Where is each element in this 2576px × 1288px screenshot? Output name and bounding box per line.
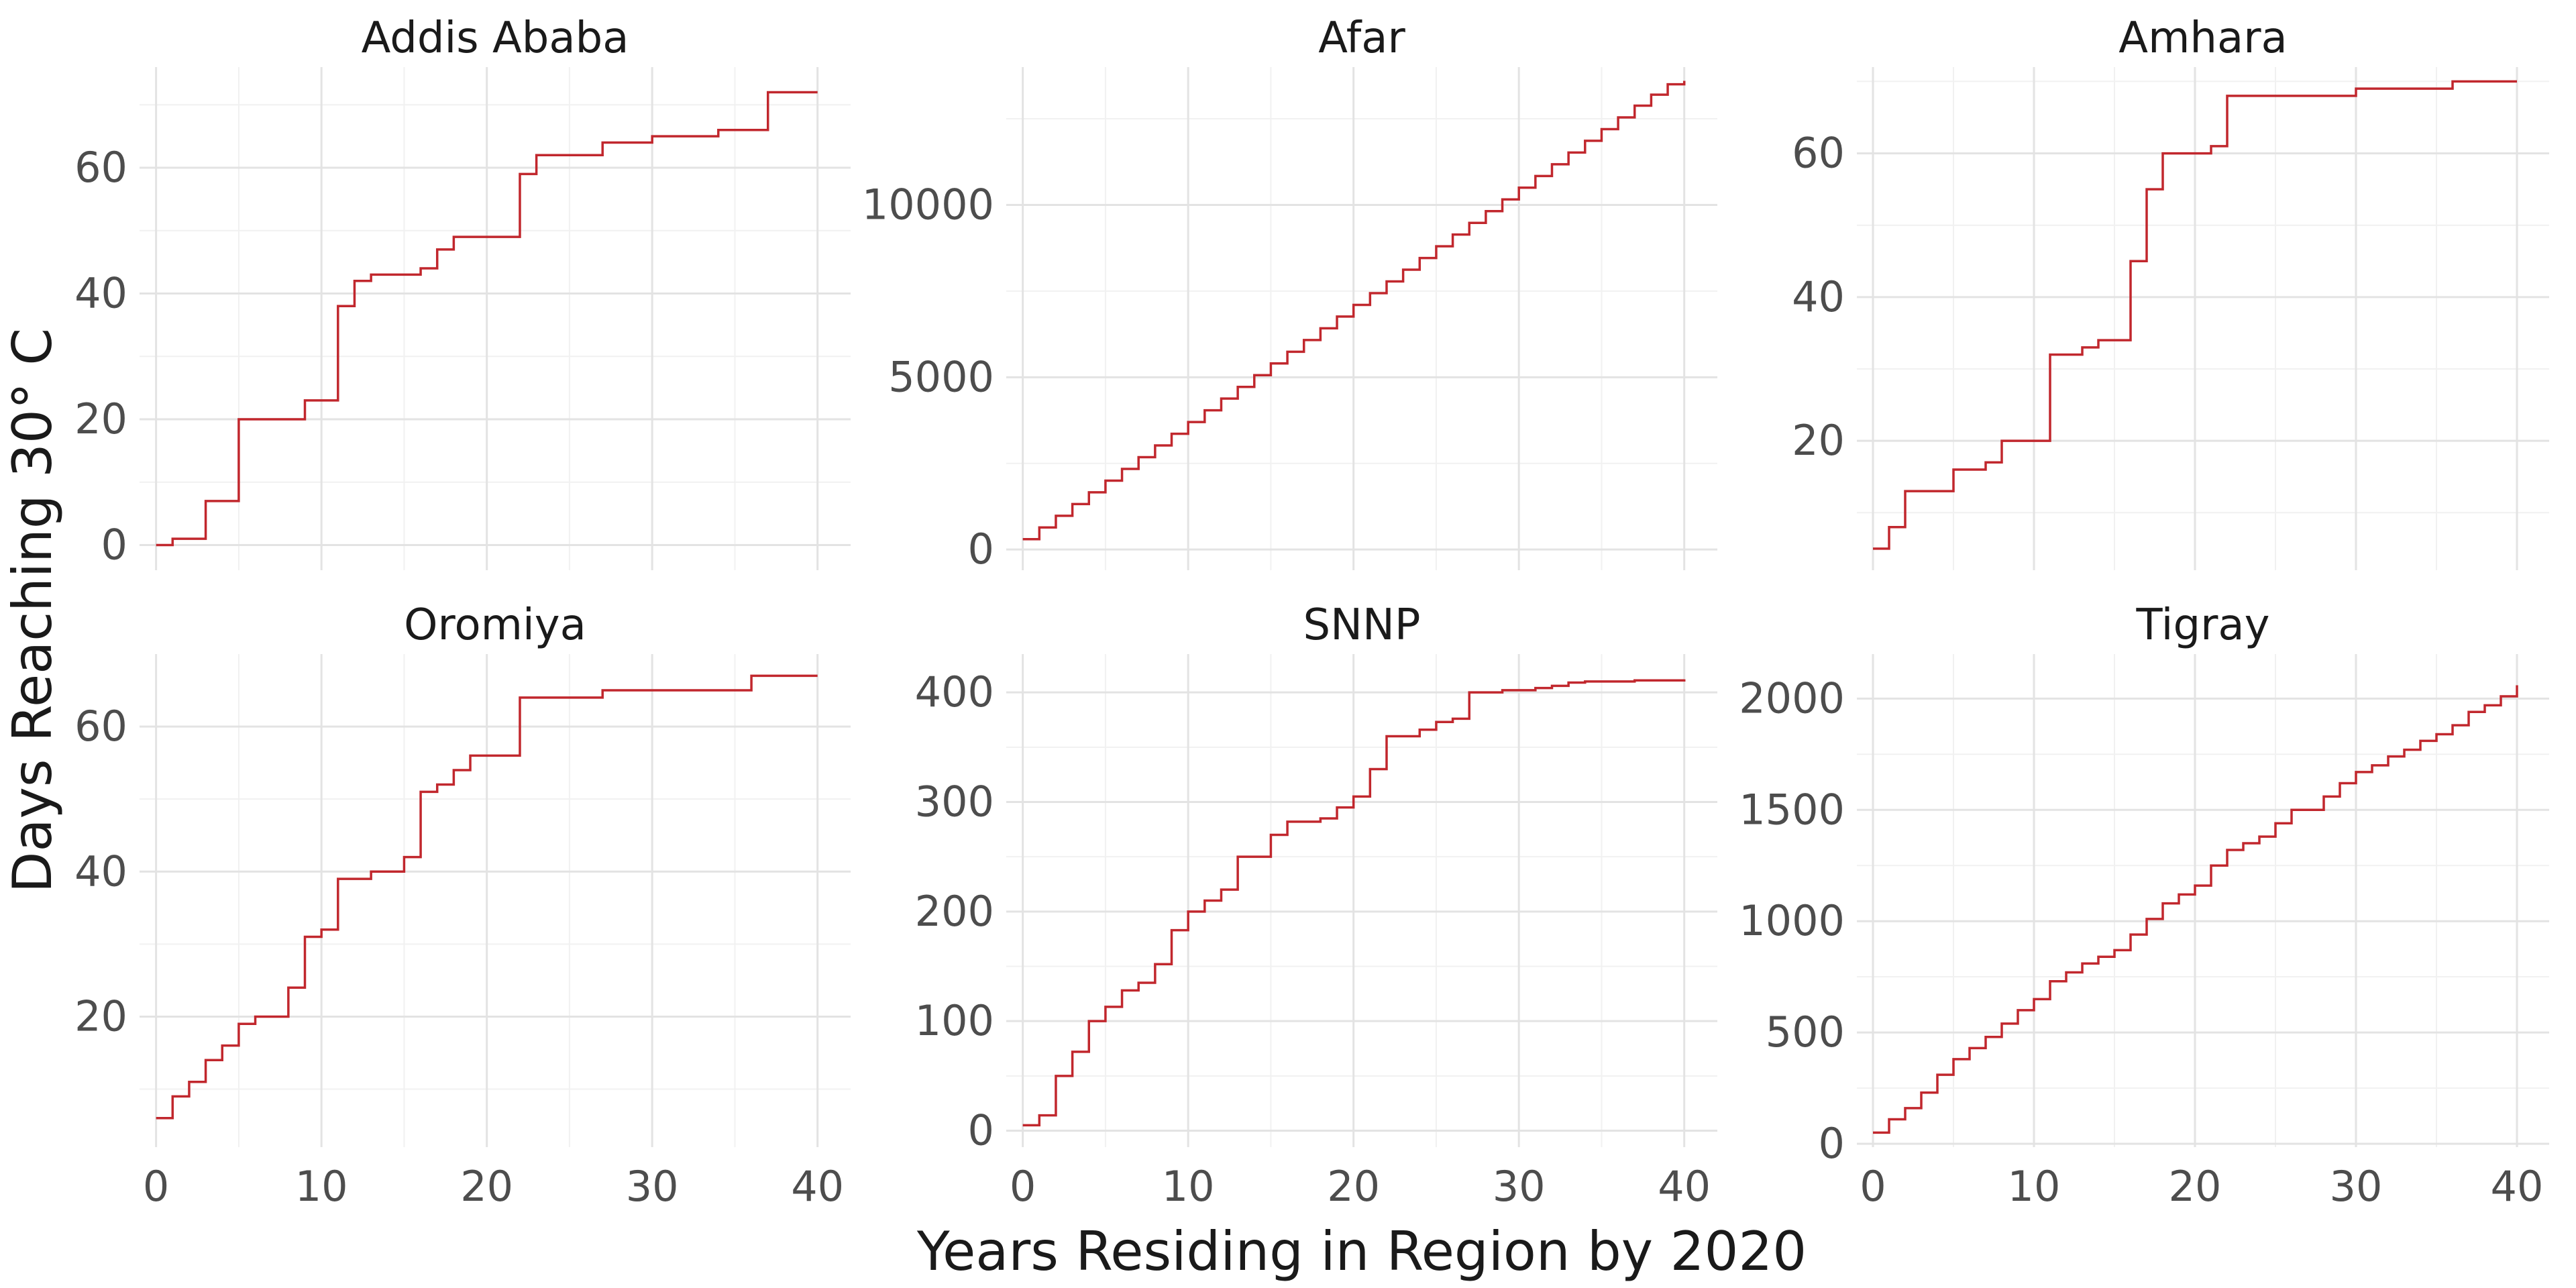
x-tick-label: 0 — [1010, 1162, 1036, 1211]
y-tick-label: 0 — [968, 1106, 994, 1155]
y-tick-label: 0 — [1819, 1119, 1845, 1168]
x-tick-label: 40 — [1658, 1162, 1711, 1211]
panel-addis-ababa: 0 20 40 60 Addis Ababa — [74, 13, 851, 570]
y-tick-label: 40 — [74, 269, 127, 318]
step-line-amhara — [1873, 80, 2517, 550]
y-tick-label: 1500 — [1739, 785, 1845, 834]
y-tick-label: 400 — [915, 667, 994, 716]
x-axis-title: Years Residing in Region by 2020 — [916, 1220, 1807, 1283]
x-tick-label: 30 — [626, 1162, 679, 1211]
step-line-oromiya — [156, 674, 818, 1120]
y-tick-label: 100 — [915, 996, 994, 1045]
y-tick-label: 40 — [74, 847, 127, 896]
y-tick-label: 500 — [1766, 1008, 1845, 1057]
y-tick-label: 200 — [915, 887, 994, 936]
x-tick-label: 30 — [1493, 1162, 1546, 1211]
x-tick-label: 40 — [2491, 1162, 2544, 1211]
y-tick-label: 2000 — [1739, 674, 1845, 722]
y-tick-label: 0 — [968, 525, 994, 574]
y-axis-title: Days Reaching 30° C — [1, 328, 64, 893]
y-tick-label: 20 — [74, 394, 127, 443]
x-tick-label: 20 — [460, 1162, 513, 1211]
panel-tigray: 0 500 1000 1500 2000 0 10 20 30 40 Tigray — [1739, 600, 2549, 1211]
y-tick-label: 60 — [74, 143, 127, 192]
x-tick-label: 10 — [1162, 1162, 1215, 1211]
step-line-addis-ababa — [156, 91, 818, 547]
x-tick-label: 0 — [1860, 1162, 1886, 1211]
step-line-tigray — [1873, 685, 2518, 1134]
y-tick-label: 20 — [1792, 416, 1845, 465]
panel-title: Tigray — [2136, 600, 2270, 650]
panel-title: SNNP — [1303, 600, 1421, 650]
x-tick-label: 10 — [2008, 1162, 2061, 1211]
x-tick-label: 40 — [791, 1162, 844, 1211]
panel-title: Afar — [1318, 13, 1405, 63]
panel-title: Amhara — [2118, 13, 2287, 63]
y-tick-label: 10000 — [862, 180, 994, 229]
step-line-afar — [1022, 80, 1686, 541]
x-tick-label: 20 — [1327, 1162, 1380, 1211]
y-tick-label: 40 — [1792, 272, 1845, 321]
panel-amhara: 20 40 60 Amhara — [1792, 13, 2549, 570]
y-tick-label: 0 — [101, 521, 127, 570]
y-tick-label: 5000 — [888, 352, 994, 401]
y-tick-label: 60 — [1792, 129, 1845, 178]
panel-afar: 0 5000 10000 Afar — [862, 13, 1717, 574]
panel-title: Oromiya — [404, 600, 586, 650]
x-tick-label: 20 — [2169, 1162, 2222, 1211]
panel-snnp: 0 100 200 300 400 0 10 20 30 40 SNNP — [915, 600, 1717, 1211]
step-line-snnp — [1022, 679, 1686, 1127]
panel-title: Addis Ababa — [362, 13, 629, 63]
x-tick-label: 0 — [143, 1162, 169, 1211]
y-tick-label: 60 — [74, 702, 127, 751]
x-tick-label: 10 — [295, 1162, 348, 1211]
x-tick-label: 30 — [2330, 1162, 2383, 1211]
y-tick-label: 1000 — [1739, 896, 1845, 945]
y-tick-label: 20 — [74, 991, 127, 1040]
panel-oromiya: 20 40 60 0 10 20 30 40 Oromiya — [74, 600, 851, 1211]
y-tick-label: 300 — [915, 777, 994, 826]
